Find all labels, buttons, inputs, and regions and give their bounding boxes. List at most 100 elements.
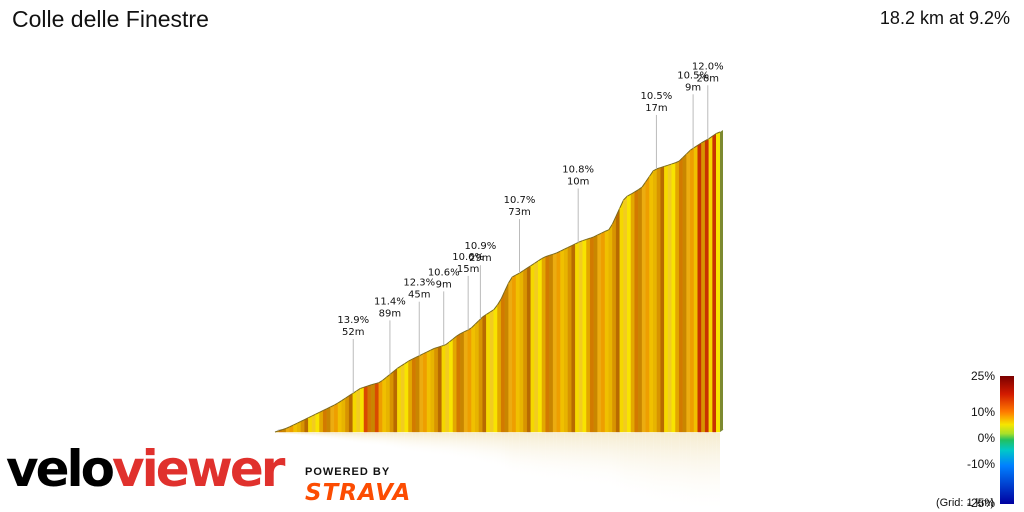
profile-reflection-segment [586,433,591,487]
profile-reflection-segment [530,433,535,480]
profile-segment [304,417,309,433]
profile-reflection-segment [427,433,431,456]
profile-segment [526,265,532,433]
profile-reflection-segment [653,433,657,507]
profile-edge [326,406,331,410]
profile-segment [308,415,313,433]
legend-tick-minus-10: -10% [966,457,995,471]
strava-logo[interactable]: STRAVA [305,480,412,506]
profile-segment [623,195,628,433]
profile-reflection-segment [501,433,505,471]
profile-reflection-segment [701,433,706,512]
profile-segment [656,167,661,433]
profile-edge [348,392,354,397]
profile-edge [315,411,320,415]
profile-reflection-segment [382,433,387,448]
profile-reflection-segment [694,433,698,512]
profile-edge [519,270,524,274]
profile-edge [471,323,476,329]
profile-segment [601,230,606,433]
profile-edge [671,162,676,165]
annotation-gradient: 10.5% [677,70,709,81]
profile-reflection-segment [686,433,691,511]
veloviewer-logo[interactable]: veloviewer [6,444,285,494]
profile-segment [519,270,524,433]
profile-reflection-segment [664,433,669,508]
profile-segment [360,386,365,433]
profile-edge [686,149,691,155]
profile-reflection-segment [430,433,435,456]
profile-reflection-segment [627,433,631,500]
profile-segment [345,395,350,433]
profile-reflection-segment [527,433,531,479]
profile-segment [578,240,584,433]
profile-segment [337,400,342,433]
profile-reflection-segment [345,433,350,443]
profile-edge [371,383,376,386]
profile-segment [545,255,550,433]
profile-segment [493,304,498,433]
profile-reflection-segment [441,433,446,458]
profile-reflection-segment [716,433,720,512]
profile-edge [489,309,495,313]
profile-segment [415,355,420,433]
profile-reflection-segment [645,433,650,504]
profile-segment [697,142,702,433]
annotation-length: 89m [379,308,401,319]
profile-segment [437,345,443,433]
profile-reflection-segment [619,433,624,496]
profile-reflection-segment [475,433,479,464]
profile-segment [322,408,328,433]
profile-segment [452,335,457,433]
profile-reflection-segment [467,433,472,462]
profile-reflection-segment [593,433,598,488]
profile-reflection-segment [393,433,398,450]
profile-edge [512,274,517,278]
profile-segment [423,351,428,433]
profile-edge [590,236,595,239]
annotation-length: 45m [408,290,430,301]
profile-segment [378,379,383,433]
profile-edge [556,250,561,254]
profile-segment [667,163,673,433]
profile-reflection-segment [512,433,517,477]
profile-reflection-segment [634,433,639,501]
annotation-length: 17m [645,103,667,114]
gradient-annotations: 13.9%52m11.4%89m12.3%45m10.6%9m10.6%15m1… [337,61,724,394]
profile-reflection-segment [616,433,620,494]
profile-edge [534,260,539,264]
profile-edge [285,426,291,429]
annotation-length: 9m [685,82,701,93]
profile-edge [560,248,565,252]
profile-reflection-segment [542,433,546,482]
profile-reflection-segment [360,433,364,446]
annotation-gradient: 10.6% [428,267,460,278]
profile-segment [534,260,539,433]
profile-edge [545,254,550,258]
profile-reflection-segment [519,433,524,478]
profile-reflection-segment [631,433,635,500]
profile-reflection-segment [682,433,687,510]
annotation-length: 26m [697,73,719,84]
profile-segment [489,309,495,433]
profile-reflection-segment [656,433,661,507]
profile-reflection-segment [590,433,594,488]
profile-edge [523,267,528,271]
profile-segment [564,247,569,433]
profile-segment [460,331,465,433]
profile-reflection-segment [638,433,643,501]
profile-segment [604,229,609,433]
profile-segment [508,276,513,433]
profile-reflection-segment [312,433,316,438]
profile-edge [445,341,450,346]
profile-edge [460,331,465,335]
profile-segment [515,272,520,433]
profile-segment [449,338,454,433]
annotation-gradient: 10.6% [452,252,484,263]
profile-segment [597,232,602,433]
profile-segment [482,313,487,433]
profile-segment [404,360,409,433]
profile-segment [593,234,598,433]
profile-segment [374,382,380,433]
profile-edge [415,355,420,358]
